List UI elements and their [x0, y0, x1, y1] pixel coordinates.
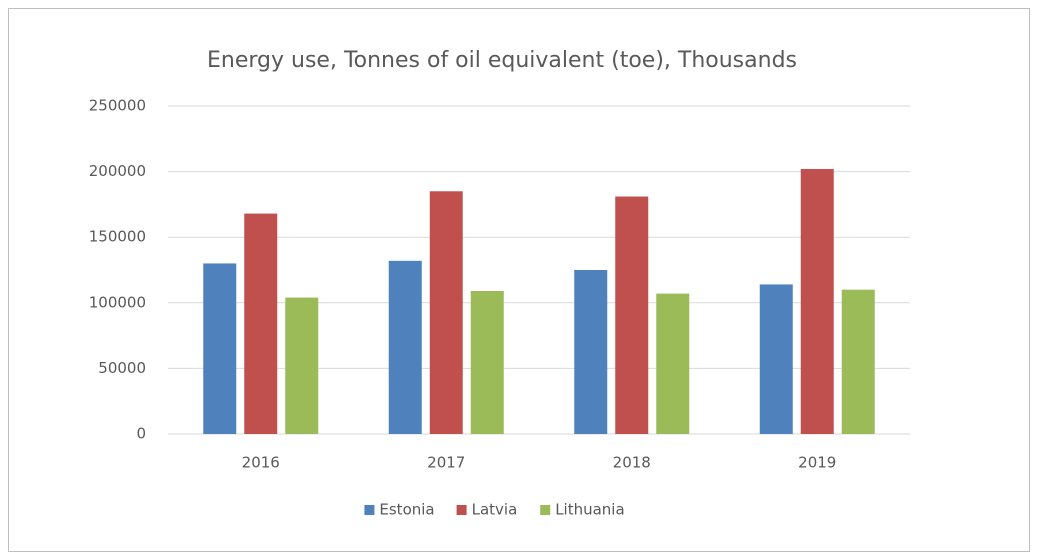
bar: [470, 290, 504, 434]
y-tick-label: 0: [136, 425, 146, 443]
x-tick-label: 2016: [242, 454, 280, 472]
bar: [429, 191, 463, 434]
legend-swatch: [364, 505, 375, 515]
bar: [244, 213, 278, 434]
bar: [800, 168, 834, 434]
bar: [574, 270, 608, 434]
bar: [615, 196, 649, 434]
bar: [656, 293, 690, 434]
bar: [285, 297, 319, 434]
y-tick-label: 100000: [89, 293, 146, 311]
bar: [841, 289, 875, 434]
bar: [203, 263, 237, 434]
x-tick-label: 2017: [427, 454, 465, 472]
x-tick-label: 2018: [613, 454, 651, 472]
legend-swatch: [456, 505, 467, 515]
chart-border: [8, 8, 1030, 552]
bar: [388, 260, 422, 434]
legend-label: Estonia: [379, 501, 434, 519]
y-tick-label: 250000: [89, 97, 146, 115]
chart-title: Energy use, Tonnes of oil equivalent (to…: [207, 48, 797, 73]
legend-label: Latvia: [472, 501, 518, 519]
y-tick-label: 150000: [89, 228, 146, 246]
bar: [759, 284, 793, 434]
legend-label: Lithuania: [555, 501, 624, 519]
y-tick-label: 200000: [89, 162, 146, 180]
legend-swatch: [540, 505, 551, 515]
y-tick-label: 50000: [98, 359, 146, 377]
x-tick-label: 2019: [798, 454, 836, 472]
